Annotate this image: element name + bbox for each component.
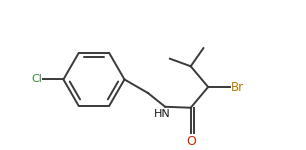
- Text: Br: Br: [231, 81, 244, 93]
- Text: Cl: Cl: [31, 74, 42, 84]
- Text: HN: HN: [154, 109, 171, 119]
- Text: O: O: [186, 135, 196, 148]
